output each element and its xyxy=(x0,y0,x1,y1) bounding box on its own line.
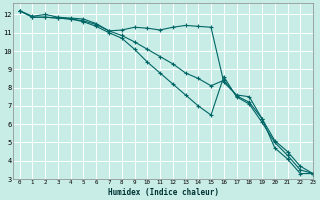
X-axis label: Humidex (Indice chaleur): Humidex (Indice chaleur) xyxy=(108,188,219,197)
